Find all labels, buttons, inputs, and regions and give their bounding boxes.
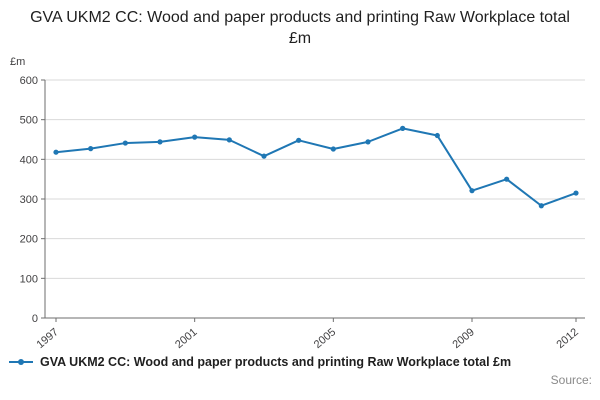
svg-text:2009: 2009 [450, 326, 476, 351]
data-points [53, 125, 579, 208]
data-line [55, 126, 577, 207]
svg-text:600: 600 [20, 75, 38, 87]
legend-label: GVA UKM2 CC: Wood and paper products and… [40, 354, 512, 369]
svg-text:500: 500 [20, 114, 38, 126]
chart-title: GVA UKM2 CC: Wood and paper products and… [30, 9, 570, 47]
svg-text:2012: 2012 [554, 326, 580, 351]
svg-text:0: 0 [32, 313, 38, 325]
svg-text:2001: 2001 [173, 326, 199, 351]
y-tick-labels: 0 100 200 300 400 500 600 [20, 75, 45, 325]
y-axis-unit-label: £m [10, 56, 25, 68]
svg-text:400: 400 [20, 154, 38, 166]
legend: GVA UKM2 CC: Wood and paper products and… [0, 352, 600, 372]
legend-line-marker-icon [9, 358, 33, 365]
svg-text:200: 200 [20, 233, 38, 245]
source-label: Source: [550, 372, 592, 387]
y-gridlines [45, 79, 585, 279]
line-chart: £m 0 100 200 300 400 500 600 1997 2001 2005 2009 201… [10, 56, 585, 351]
x-tick-labels: 1997 2001 2005 2009 2012 [34, 317, 581, 351]
svg-text:100: 100 [20, 273, 38, 285]
svg-text:300: 300 [20, 194, 38, 206]
svg-text:2005: 2005 [312, 326, 338, 351]
svg-text:1997: 1997 [34, 326, 60, 351]
